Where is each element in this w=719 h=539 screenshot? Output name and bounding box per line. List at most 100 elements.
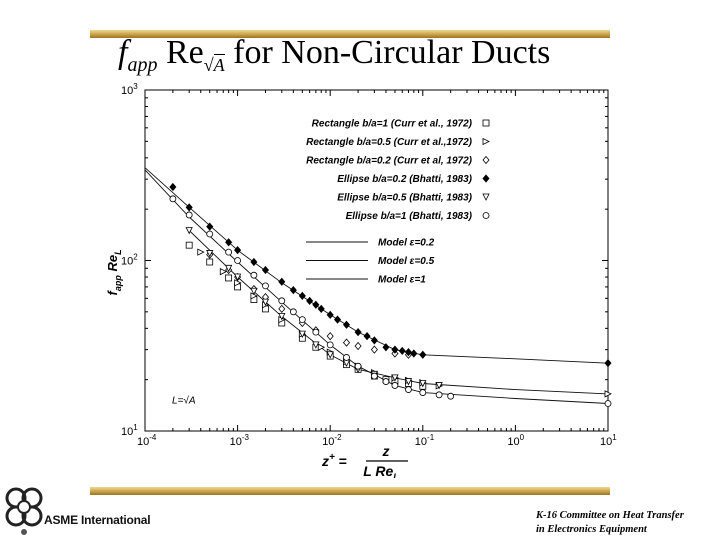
legend-label: Ellipse b/a=0.2 (Bhatti, 1983) [337, 174, 472, 185]
legend-marker [482, 193, 490, 201]
data-point-series-4 [326, 310, 334, 319]
model-line-3 [144, 169, 609, 404]
data-point-series-4 [234, 246, 242, 255]
data-point-series-4 [410, 349, 418, 358]
footer-text: K-16 Committee on Heat Transfer in Elect… [536, 509, 684, 537]
data-point-series-5 [278, 313, 286, 321]
title-f: f [118, 34, 128, 71]
data-point-series-5 [326, 351, 334, 359]
y-axis-label: fapp ReL [105, 249, 123, 295]
data-point-series-6 [262, 282, 269, 290]
data-point-series-4 [398, 346, 406, 356]
x-axis-label: z+ = [321, 452, 347, 469]
data-point-series-4 [306, 296, 314, 305]
title-sqrt-arg: A [213, 53, 225, 75]
data-point-series-6 [250, 271, 258, 279]
data-point-series-6 [225, 248, 233, 256]
x-label-numerator: z [382, 443, 390, 459]
data-point-series-4 [334, 315, 342, 324]
data-point-series-4 [391, 345, 399, 354]
x-tick-label: 10-3 [230, 433, 250, 448]
data-point-series-6 [419, 389, 427, 396]
data-point-series-6 [604, 400, 612, 407]
data-point-series-5 [298, 330, 306, 339]
data-point-series-4 [382, 343, 390, 352]
data-point-series-4 [261, 265, 270, 275]
org-name: ASME International [44, 513, 151, 527]
x-tick-label: 10-1 [415, 433, 435, 448]
legend-marker [482, 174, 490, 183]
data-point-series-6 [405, 386, 412, 393]
model-line-2 [188, 230, 609, 395]
data-point-series-2 [197, 248, 205, 256]
legend-label: Rectangle b/a=0.5 (Curr et al.,1972) [306, 137, 473, 148]
data-point-series-4 [250, 257, 258, 267]
y-tick-label: 102 [121, 253, 138, 268]
data-point-series-4 [278, 277, 286, 286]
data-point-series-1 [206, 258, 214, 266]
data-point-series-5 [185, 227, 193, 235]
legend-label: Model ε=0.5 [378, 256, 435, 267]
data-point-series-6 [382, 378, 390, 385]
data-point-series-6 [312, 328, 320, 336]
data-point-series-5 [391, 374, 399, 382]
data-point-series-6 [185, 211, 193, 219]
data-point-series-4 [298, 291, 306, 301]
legend-label: Ellipse b/a=0.5 (Bhatti, 1983) [337, 193, 472, 204]
data-point-series-6 [391, 382, 399, 389]
x-tick-label: 10-4 [137, 433, 157, 448]
legend-label: Ellipse b/a=1 (Bhatti, 1983) [346, 211, 473, 222]
data-point-series-6 [234, 257, 242, 264]
data-point-series-4 [185, 203, 193, 212]
data-point-series-3 [370, 345, 378, 354]
data-point-series-4 [225, 238, 233, 247]
data-point-series-6 [326, 341, 334, 349]
data-point-series-5 [261, 298, 270, 307]
data-point-series-6 [206, 230, 214, 238]
footer-line-1: K-16 Committee on Heat Transfer [536, 510, 684, 521]
data-point-series-4 [206, 222, 214, 231]
legend-marker [482, 137, 490, 146]
legend-label: Rectangle b/a=1 (Curr et al., 1972) [312, 119, 473, 130]
legend-label: Model ε=1 [378, 275, 426, 286]
data-point-series-4 [370, 336, 378, 345]
legend-marker [482, 119, 490, 127]
data-point-series-5 [435, 382, 443, 390]
data-point-series-4 [312, 300, 320, 309]
footer-line-2: in Electronics Equipment [536, 524, 647, 535]
title-rest: for Non-Circular Ducts [233, 34, 551, 71]
data-point-series-3 [278, 304, 286, 314]
data-point-series-3 [326, 332, 334, 341]
legend-marker [482, 155, 490, 165]
data-point-series-5 [419, 380, 427, 388]
data-point-series-2 [317, 343, 326, 351]
data-point-series-2 [219, 268, 228, 276]
data-point-series-4 [363, 332, 371, 341]
data-point-series-5 [206, 250, 214, 258]
data-point-series-1 [225, 274, 233, 282]
data-point-series-4 [317, 304, 325, 314]
x-tick-label: 10-2 [322, 433, 342, 448]
y-tick-label: 101 [121, 423, 138, 438]
data-point-series-4 [404, 348, 412, 357]
y-tick-label: 103 [121, 82, 138, 97]
chart-annotation: L=√A [172, 394, 196, 406]
data-point-series-4 [342, 320, 351, 329]
data-point-series-3 [354, 341, 362, 351]
data-point-series-3 [342, 338, 351, 347]
data-point-series-6 [354, 362, 362, 370]
asme-logo-icon [5, 487, 43, 535]
x-label-denominator: L ReL [363, 463, 399, 478]
data-point-series-5 [224, 264, 233, 273]
slide-title: fapp Re√A for Non-Circular Ducts [118, 34, 550, 77]
data-point-series-4 [354, 328, 362, 337]
top-gold-bar [90, 30, 610, 38]
legend-marker [482, 212, 490, 219]
data-point-series-4 [419, 350, 427, 359]
title-re: Re [165, 34, 204, 71]
data-point-series-6 [298, 316, 306, 324]
data-point-series-1 [185, 241, 193, 249]
bottom-gold-bar [90, 487, 610, 495]
legend-label: Model ε=0.2 [378, 238, 435, 249]
data-point-series-5 [312, 341, 320, 349]
